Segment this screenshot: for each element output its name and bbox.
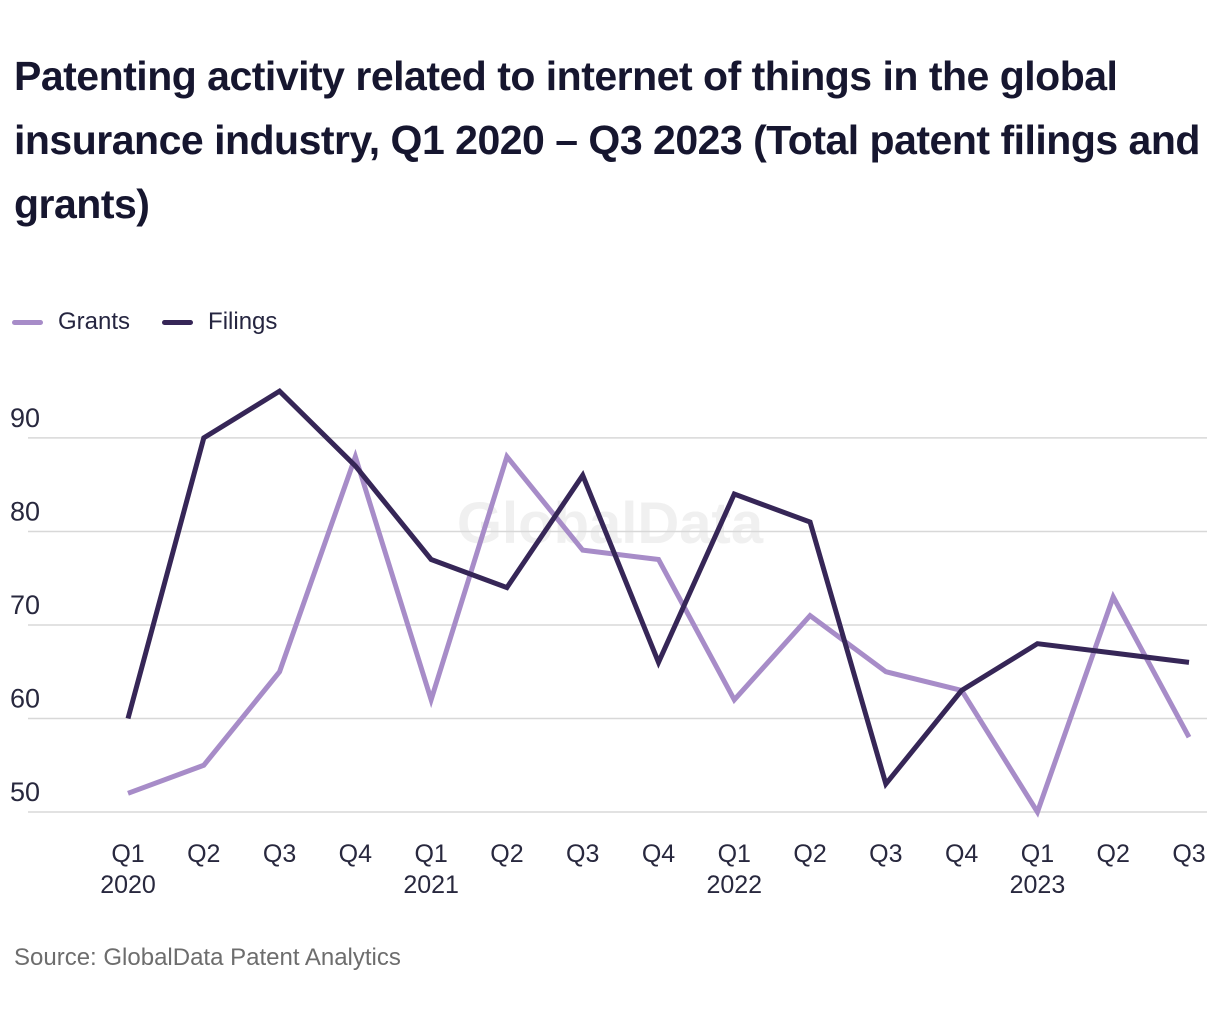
y-tick-label: 50 xyxy=(10,777,40,807)
x-tick-year-label: 2023 xyxy=(1010,871,1066,899)
x-tick-label: Q1 xyxy=(1021,840,1054,868)
x-tick-label: Q1 xyxy=(718,840,751,868)
x-tick-label: Q3 xyxy=(1172,840,1205,868)
legend-item-grants: Grants xyxy=(12,308,130,336)
x-tick-label: Q4 xyxy=(945,840,978,868)
x-tick-label: Q2 xyxy=(793,840,826,868)
chart-title: Patenting activity related to internet o… xyxy=(14,53,1200,227)
x-tick-label: Q4 xyxy=(642,840,675,868)
filings-line xyxy=(125,388,1190,790)
x-tick-label: Q1 xyxy=(111,840,144,868)
y-tick-label: 70 xyxy=(10,590,40,620)
x-tick-year-label: 2022 xyxy=(706,871,762,899)
x-tick-label: Q3 xyxy=(869,840,902,868)
legend: Grants Filings xyxy=(12,308,277,336)
source-note: Source: GlobalData Patent Analytics xyxy=(14,944,401,971)
legend-label-grants: Grants xyxy=(58,308,131,335)
legend-item-filings: Filings xyxy=(162,308,277,336)
x-tick-label: Q2 xyxy=(490,840,523,868)
x-tick-label: Q2 xyxy=(1097,840,1130,868)
x-tick-label: Q3 xyxy=(566,840,599,868)
y-tick-label: 90 xyxy=(10,403,40,433)
x-tick-label: Q2 xyxy=(187,840,220,868)
x-tick-label: Q1 xyxy=(414,840,447,868)
legend-label-filings: Filings xyxy=(208,308,278,335)
filings-line-swatch-icon xyxy=(162,319,194,325)
x-tick-label: Q4 xyxy=(339,840,372,868)
x-tick-label: Q3 xyxy=(263,840,296,868)
y-tick-label: 60 xyxy=(10,683,40,713)
x-tick-year-label: 2021 xyxy=(403,871,459,899)
y-tick-label: 80 xyxy=(10,496,40,526)
x-tick-year-label: 2020 xyxy=(100,871,156,899)
grants-line-swatch-icon xyxy=(12,319,43,325)
grants-line xyxy=(127,448,1192,818)
